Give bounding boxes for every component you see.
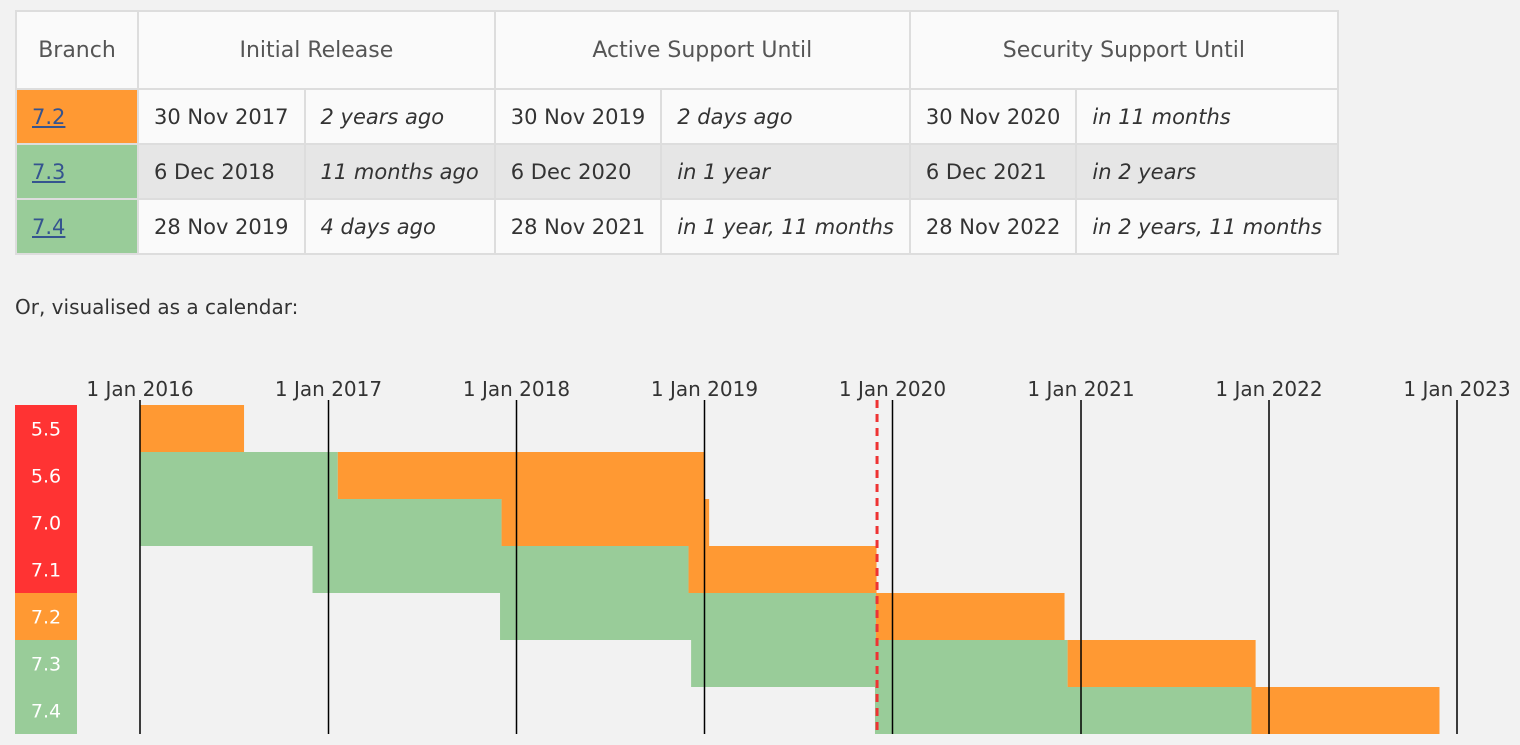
table-row: 7.3 6 Dec 2018 11 months ago 6 Dec 2020 in 1… bbox=[15, 143, 1339, 200]
header-row: Branch Initial Release Active Support Un… bbox=[15, 10, 1339, 90]
date-cell: 30 Nov 2019 bbox=[493, 88, 663, 145]
year-label: 1 Jan 2021 bbox=[1027, 377, 1134, 401]
branch-label: 7.1 bbox=[31, 560, 61, 582]
date-cell: in 11 months bbox=[1075, 88, 1339, 145]
branch-label-bg bbox=[15, 640, 77, 687]
security-bar bbox=[140, 405, 245, 452]
branch-cell: 7.4 bbox=[15, 198, 139, 255]
active-bar bbox=[874, 687, 1252, 734]
date-cell: 30 Nov 2020 bbox=[908, 88, 1078, 145]
date-cell: in 1 year, 11 months bbox=[660, 198, 911, 255]
branch-label-bg bbox=[15, 499, 77, 546]
date-cell: in 1 year bbox=[660, 143, 911, 200]
date-cell: 11 months ago bbox=[303, 143, 496, 200]
branch-label-bg bbox=[15, 593, 77, 640]
intro-text: Or, visualised as a calendar: bbox=[15, 295, 299, 319]
security-bar bbox=[688, 546, 877, 593]
year-label: 1 Jan 2018 bbox=[463, 377, 570, 401]
branch-link[interactable]: 7.3 bbox=[32, 159, 66, 184]
date-cell: 4 days ago bbox=[303, 198, 496, 255]
header-cell: Branch bbox=[15, 10, 139, 90]
active-bar bbox=[312, 546, 689, 593]
support-table: Branch Initial Release Active Support Un… bbox=[15, 10, 1339, 255]
branch-label: 7.4 bbox=[31, 701, 61, 723]
security-bar bbox=[1251, 687, 1440, 734]
security-bar bbox=[876, 593, 1065, 640]
date-cell: in 2 years, 11 months bbox=[1075, 198, 1339, 255]
branch-label-bg bbox=[15, 452, 77, 499]
year-label: 1 Jan 2017 bbox=[275, 377, 382, 401]
branch-cell: 7.3 bbox=[15, 143, 139, 200]
year-label: 1 Jan 2020 bbox=[839, 377, 946, 401]
date-cell: in 2 years bbox=[1075, 143, 1339, 200]
branch-label: 5.6 bbox=[31, 466, 61, 488]
security-bar bbox=[337, 452, 704, 499]
branch-label-bg bbox=[15, 687, 77, 734]
date-cell: 30 Nov 2017 bbox=[137, 88, 306, 145]
date-cell: 6 Dec 2021 bbox=[908, 143, 1078, 200]
branch-cell: 7.2 bbox=[15, 88, 139, 145]
branch-link[interactable]: 7.4 bbox=[32, 214, 66, 239]
year-label: 1 Jan 2023 bbox=[1403, 377, 1510, 401]
date-cell: 28 Nov 2022 bbox=[908, 198, 1078, 255]
active-bar bbox=[500, 593, 877, 640]
header-cell: Security Support Until bbox=[908, 10, 1339, 90]
year-label: 1 Jan 2019 bbox=[651, 377, 758, 401]
date-cell: 6 Dec 2018 bbox=[137, 143, 306, 200]
date-cell: 2 years ago bbox=[303, 88, 496, 145]
date-cell: 28 Nov 2019 bbox=[137, 198, 306, 255]
active-bar bbox=[140, 452, 338, 499]
header-cell: Initial Release bbox=[137, 10, 496, 90]
date-cell: 6 Dec 2020 bbox=[493, 143, 663, 200]
header-cell: Active Support Until bbox=[493, 10, 911, 90]
branch-label-bg bbox=[15, 546, 77, 593]
year-label: 1 Jan 2016 bbox=[86, 377, 193, 401]
active-bar bbox=[691, 640, 1068, 687]
table-row: 7.4 28 Nov 2019 4 days ago 28 Nov 2021 in 1 … bbox=[15, 198, 1339, 255]
branch-label: 5.5 bbox=[31, 419, 61, 441]
branch-label-bg bbox=[15, 405, 77, 452]
branch-label: 7.3 bbox=[31, 654, 61, 676]
date-cell: 2 days ago bbox=[660, 88, 911, 145]
table-row: 7.2 30 Nov 2017 2 years ago 30 Nov 2019 2 da… bbox=[15, 88, 1339, 145]
branch-link[interactable]: 7.2 bbox=[32, 104, 66, 129]
active-bar bbox=[140, 499, 502, 546]
branch-label: 7.0 bbox=[31, 513, 61, 535]
year-label: 1 Jan 2022 bbox=[1215, 377, 1322, 401]
date-cell: 28 Nov 2021 bbox=[493, 198, 663, 255]
security-bar bbox=[1067, 640, 1256, 687]
branch-label: 7.2 bbox=[31, 607, 61, 629]
security-bar bbox=[501, 499, 710, 546]
